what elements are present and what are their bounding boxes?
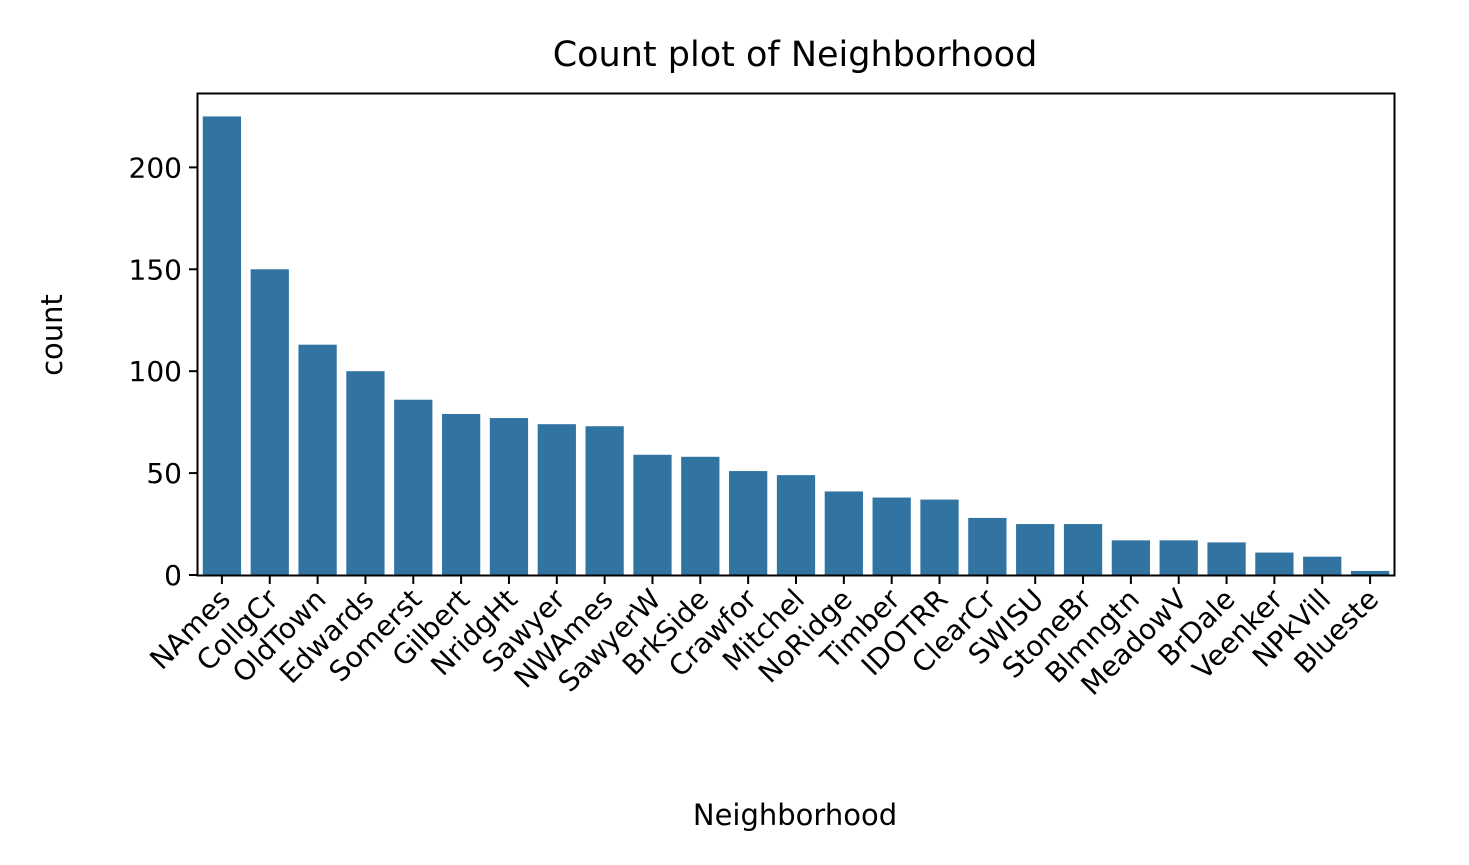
bar-BrkSide: [681, 456, 720, 575]
bar-Blueste: [1350, 570, 1390, 575]
bar-Mitchel: [776, 475, 816, 575]
bar-Sawyer: [537, 424, 576, 575]
bar-NAmes: [202, 116, 242, 576]
bar-Crawfor: [729, 471, 768, 575]
y-tick-label: 50: [146, 457, 182, 490]
plot-frame: [196, 92, 1396, 577]
bar-SWISU: [1016, 524, 1055, 575]
y-tick-label: 100: [129, 355, 182, 388]
x-axis-ticks: NAmesCollgCrOldTownEdwardsSomerstGilbert…: [143, 575, 1385, 702]
bar-NridgHt: [489, 418, 529, 575]
y-axis-ticks: 0 50 100 150 200: [129, 151, 198, 592]
bar-SawyerW: [633, 454, 672, 575]
bar-Edwards: [346, 371, 385, 575]
bar-Somerst: [394, 399, 433, 575]
bar-NWAmes: [585, 426, 624, 575]
bar-Timber: [872, 497, 911, 575]
bar-CollgCr: [250, 269, 289, 575]
bar-NPkVill: [1303, 556, 1342, 575]
y-axis-label: count: [35, 294, 69, 376]
bar-OldTown: [298, 344, 337, 575]
y-tick-label: 150: [129, 253, 182, 286]
bar-NoRidge: [824, 491, 863, 575]
bar-IDOTRR: [920, 499, 959, 575]
bar-MeadowV: [1159, 540, 1198, 575]
bar-StoneBr: [1063, 524, 1103, 575]
bar-Gilbert: [441, 413, 481, 575]
bar-ClearCr: [968, 517, 1007, 575]
chart-title: Count plot of Neighborhood: [553, 35, 1038, 75]
bar-Veenker: [1255, 552, 1294, 575]
bar-BrDale: [1207, 542, 1246, 575]
y-tick-label: 200: [129, 151, 182, 184]
x-axis-label: Neighborhood: [693, 798, 897, 832]
bar-Blmngtn: [1111, 540, 1151, 575]
bars-group: [202, 116, 1390, 576]
y-tick-label: 0: [164, 559, 182, 592]
